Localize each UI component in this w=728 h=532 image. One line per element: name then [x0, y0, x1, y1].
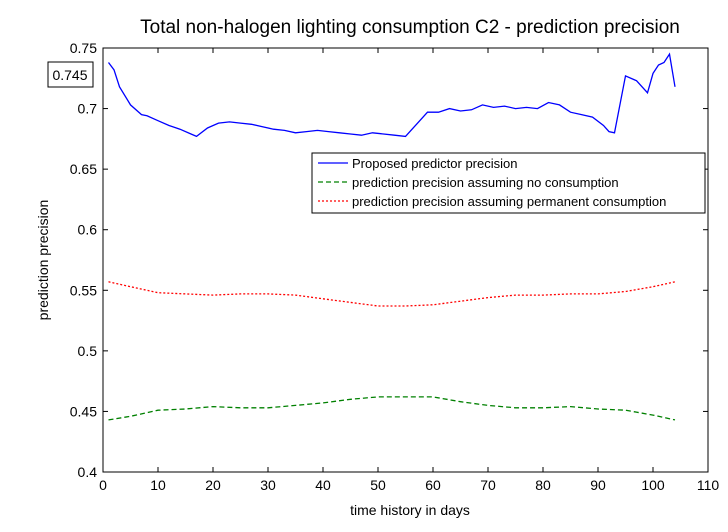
x-tick-label: 100 [641, 477, 665, 493]
series-line-2 [108, 281, 676, 307]
y-tick-label: 0.4 [78, 464, 98, 480]
x-tick-label: 0 [99, 477, 107, 493]
plot-area [102, 47, 709, 473]
x-axis-label: time history in days [350, 502, 470, 518]
annotation-frame [47, 61, 94, 88]
y-tick-label: 0.65 [70, 161, 97, 177]
x-axis: 0 10 20 30 40 50 60 70 80 90 100 110 [99, 48, 719, 493]
y-tick-label: 0.5 [78, 343, 98, 359]
y-tick-label: 0.45 [70, 403, 97, 419]
legend-box [311, 152, 706, 214]
series-line-0 [107, 52, 676, 138]
x-tick-label: 90 [590, 477, 606, 493]
legend-label: Proposed predictor precision [352, 156, 517, 171]
y-tick-label: 0.55 [70, 282, 97, 298]
x-tick-label: 70 [480, 477, 496, 493]
x-tick-label: 60 [425, 477, 441, 493]
y-tick-label: 0.75 [70, 40, 97, 56]
x-tick-label: 80 [535, 477, 551, 493]
x-tick-label: 50 [370, 477, 386, 493]
y-axis: 0.4 0.45 0.5 0.55 0.6 0.65 0.7 0.75 [70, 40, 708, 480]
legend-label: prediction precision assuming no consump… [352, 175, 619, 190]
x-tick-label: 30 [260, 477, 276, 493]
x-tick-label: 10 [150, 477, 166, 493]
y-axis-label: prediction precision [35, 200, 51, 321]
annotation-label: 0.745 [52, 67, 87, 83]
x-tick-label: 110 [697, 477, 720, 493]
x-tick-label: 20 [205, 477, 221, 493]
annotation-box: 0.745 [47, 61, 94, 88]
series-line-1 [108, 396, 676, 421]
series-lines [107, 52, 676, 421]
y-tick-label: 0.6 [78, 222, 98, 238]
x-tick-label: 40 [315, 477, 331, 493]
chart-title: Total non-halogen lighting consumption C… [140, 17, 680, 38]
legend-label: prediction precision assuming permanent … [352, 194, 666, 209]
legend: Proposed predictor precision prediction p… [311, 152, 706, 214]
y-tick-label: 0.7 [78, 101, 98, 117]
